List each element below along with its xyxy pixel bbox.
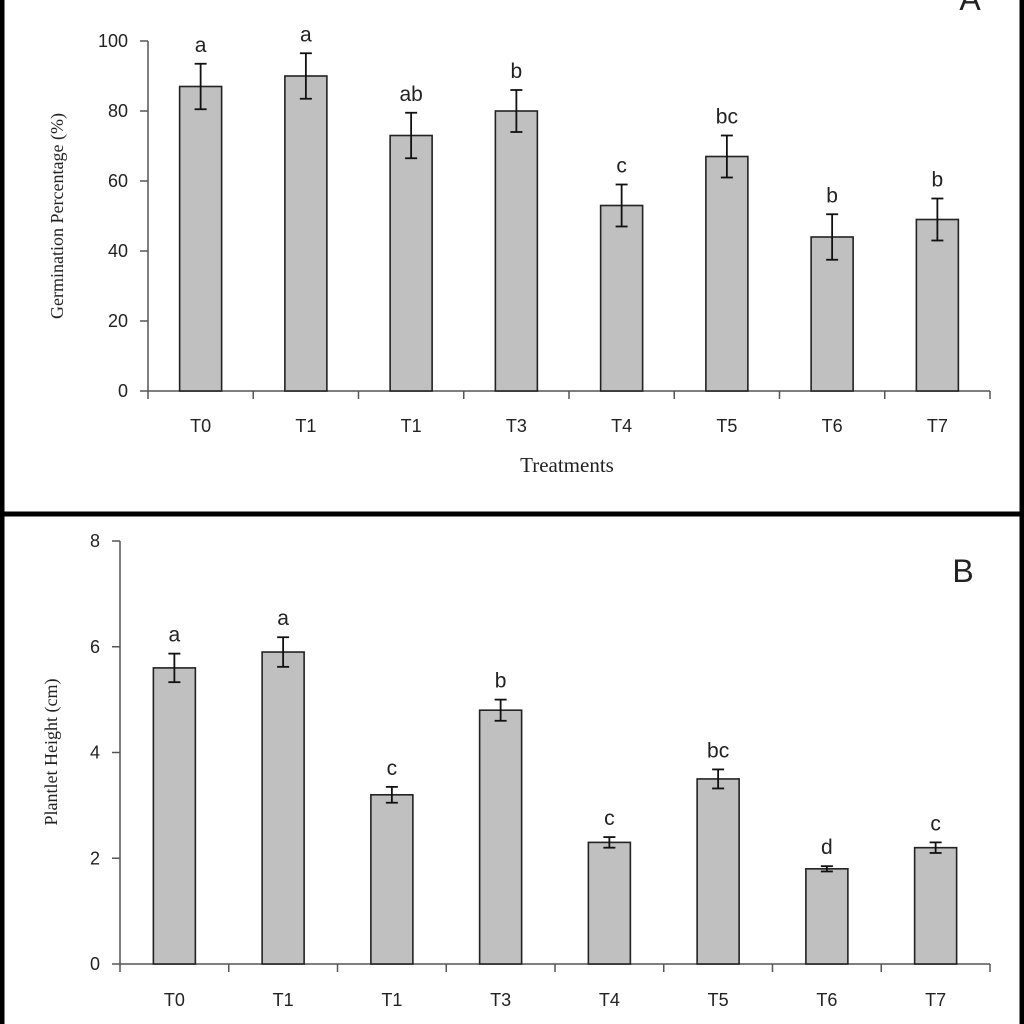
panel-b-bar [152, 667, 197, 965]
panel-b-significance-letter: d [821, 836, 833, 859]
panel-a-bar [389, 134, 433, 392]
panel-b-significance-letter: c [387, 757, 398, 780]
panel-a-bar [178, 85, 223, 392]
panel-b-y-tick-label: 2 [90, 848, 100, 868]
panel-b-category-label: T6 [816, 990, 837, 1010]
panel-b-y-tick-label: 6 [90, 637, 100, 657]
panel-b-category-label: T1 [273, 990, 294, 1010]
panel-a-category-label: T4 [611, 416, 632, 436]
panel-a-letter: A [959, 0, 981, 17]
panel-b-significance-letter: c [604, 807, 615, 830]
panel-b-significance-letter: c [930, 812, 941, 835]
panel-a-y-tick-label: 80 [108, 101, 128, 121]
panel-a-significance-letter: ab [399, 83, 422, 106]
panel-b-significance-letter: a [169, 624, 181, 647]
panel-a-category-label: T7 [927, 416, 948, 436]
panel-b-bar [696, 778, 740, 965]
panel-b-y-tick-label: 0 [90, 954, 100, 974]
panel-a-ylabel: Germination Percentage (%) [47, 113, 68, 319]
panel-b-category-label: T7 [925, 990, 946, 1010]
panel-a-category-label: T6 [822, 416, 843, 436]
panel-a-category-label: T3 [506, 416, 527, 436]
panel-a-category-label: T0 [190, 416, 211, 436]
panel-b-bar [261, 651, 305, 965]
panel-a-bar [284, 75, 328, 392]
panel-a-xlabel: Treatments [520, 453, 614, 477]
panel-b-significance-letter: b [495, 670, 507, 693]
panel-a-y-tick-label: 60 [108, 171, 128, 191]
panel-a-category-label: T5 [716, 416, 737, 436]
panel-a-category-label: T1 [295, 416, 316, 436]
panel-a-bar [915, 218, 960, 392]
panel-a-y-tick-label: 0 [118, 381, 128, 401]
panel-b-y-tick-label: 8 [90, 531, 100, 551]
panel-b-ylabel: Plantlet Height (cm) [41, 679, 62, 826]
panel-b-bar [587, 841, 632, 965]
panel-a: A Germination Percentage (%) Treatments … [47, 0, 991, 477]
panel-b-bar [913, 846, 958, 965]
panel-a-y-tick-label: 100 [98, 31, 128, 51]
panel-a-category-label: T1 [401, 416, 422, 436]
panel-b-category-label: T3 [490, 990, 511, 1010]
panel-b-category-label: T0 [164, 990, 185, 1010]
panel-a-significance-letter: bc [716, 106, 738, 129]
panel-a-significance-letter: c [616, 155, 627, 178]
panel-b-significance-letter: bc [707, 739, 729, 762]
panel-a-y-tick-label: 40 [108, 241, 128, 261]
panel-a-bar [599, 204, 644, 392]
panel-b: B Plantlet Height (cm) 0 2 4 6 8 a T0 a T1 c T1 b T3… [41, 531, 991, 1010]
panel-b-significance-letter: a [277, 607, 289, 630]
panel-a-significance-letter: a [195, 34, 207, 57]
panel-b-letter: B [952, 553, 973, 589]
panel-b-category-label: T1 [381, 990, 402, 1010]
panel-a-bar [494, 110, 539, 392]
panel-b-y-tick-label: 4 [90, 743, 100, 763]
panel-a-significance-letter: b [932, 169, 944, 192]
panel-a-significance-letter: b [826, 184, 838, 207]
panel-b-bar [478, 709, 523, 965]
panel-a-significance-letter: b [511, 60, 523, 83]
panel-b-border [0, 511, 1024, 1024]
panel-a-y-tick-label: 20 [108, 311, 128, 331]
panel-a-significance-letter: a [300, 23, 312, 46]
panel-b-category-label: T5 [708, 990, 729, 1010]
panel-b-bar [370, 793, 414, 965]
panel-a-bar [705, 155, 749, 392]
panel-b-bar [805, 868, 849, 965]
panel-b-category-label: T4 [599, 990, 620, 1010]
